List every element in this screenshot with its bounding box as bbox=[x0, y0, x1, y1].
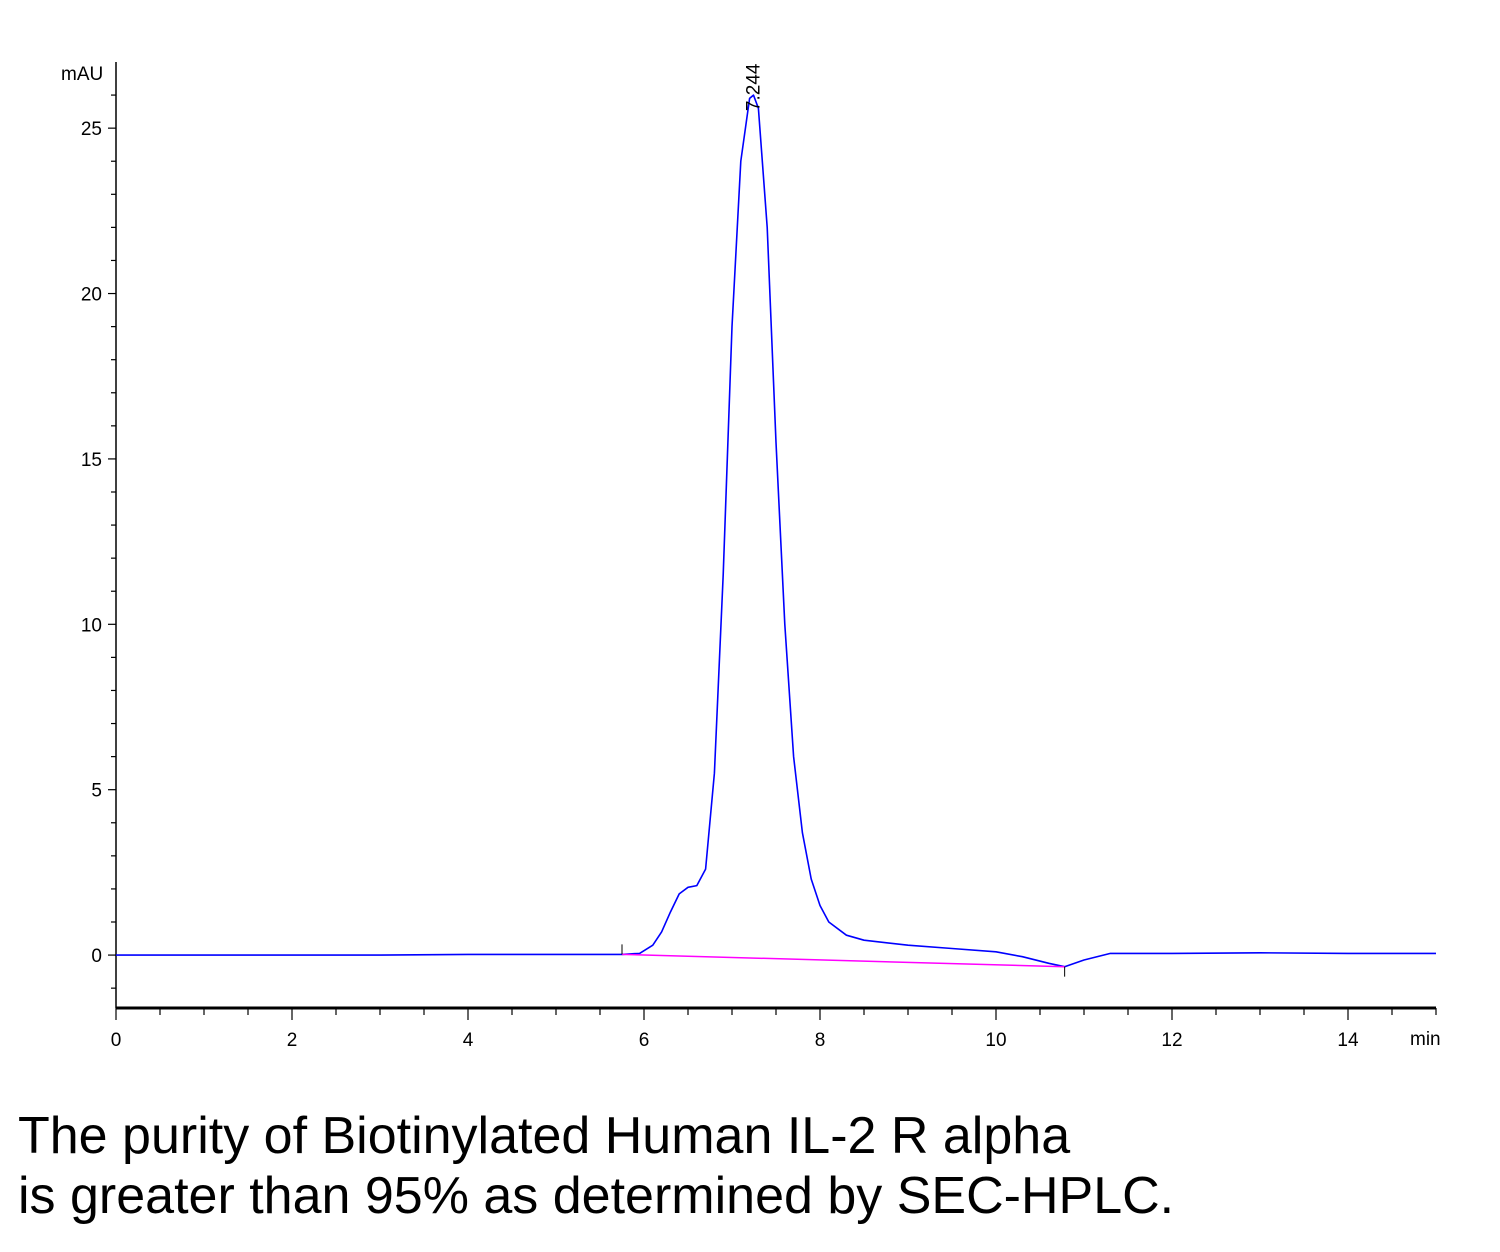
y-axis-unit: mAU bbox=[61, 64, 103, 85]
x-tick-label: 6 bbox=[639, 1030, 650, 1051]
x-tick-label: 10 bbox=[985, 1030, 1006, 1051]
peak-retention-label: 7.244 bbox=[743, 63, 764, 111]
x-tick-label: 8 bbox=[815, 1030, 826, 1051]
caption-line-2: is greater than 95% as determined by SEC… bbox=[18, 1167, 1175, 1225]
y-tick-label: 5 bbox=[91, 781, 102, 802]
caption-line-1: The purity of Biotinylated Human IL-2 R … bbox=[18, 1107, 1071, 1165]
x-axis-unit: min bbox=[1410, 1029, 1441, 1050]
x-tick-label: 0 bbox=[111, 1030, 122, 1051]
x-axis: 0 2 4 6 8 10 12 14 min bbox=[111, 1006, 1441, 1051]
chromatogram-chart: 0 5 10 15 20 25 mAU 0 2 4 6 8 10 12 14 min 7.244 bbox=[61, 62, 1441, 1051]
x-tick-label: 12 bbox=[1161, 1030, 1182, 1051]
x-tick-label: 14 bbox=[1337, 1030, 1359, 1051]
x-ticks: 0 2 4 6 8 10 12 14 bbox=[111, 1008, 1437, 1051]
annotation-layer: 7.244 bbox=[743, 63, 764, 111]
y-axis: 0 5 10 15 20 25 mAU bbox=[61, 62, 117, 1008]
y-tick-label: 15 bbox=[81, 450, 102, 471]
caption: The purity of Biotinylated Human IL-2 R … bbox=[18, 1106, 1488, 1226]
baseline-trace bbox=[621, 953, 1065, 968]
y-tick-label: 20 bbox=[81, 285, 102, 306]
x-tick-label: 2 bbox=[287, 1030, 298, 1051]
y-tick-label: 10 bbox=[81, 615, 102, 636]
x-tick-label: 4 bbox=[463, 1030, 474, 1051]
series-layer bbox=[116, 94, 1436, 977]
y-ticks: 0 5 10 15 20 25 bbox=[81, 94, 116, 989]
y-tick-label: 25 bbox=[81, 119, 102, 140]
signal-trace bbox=[116, 94, 1436, 968]
y-tick-label: 0 bbox=[91, 946, 102, 967]
